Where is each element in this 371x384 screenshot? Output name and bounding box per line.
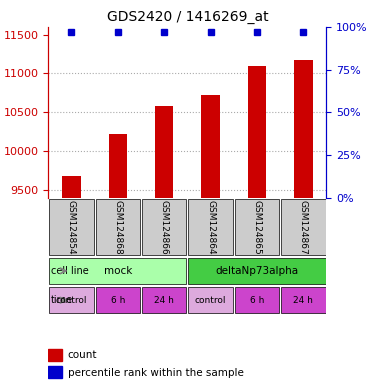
Text: percentile rank within the sample: percentile rank within the sample <box>68 367 244 377</box>
Bar <box>155 106 174 197</box>
FancyBboxPatch shape <box>49 287 94 313</box>
FancyBboxPatch shape <box>188 199 233 255</box>
Text: 24 h: 24 h <box>154 296 174 305</box>
FancyBboxPatch shape <box>281 199 326 255</box>
Text: 24 h: 24 h <box>293 296 313 305</box>
Bar <box>294 60 312 197</box>
Text: 6 h: 6 h <box>111 296 125 305</box>
Text: GSM124854: GSM124854 <box>67 200 76 254</box>
FancyBboxPatch shape <box>188 287 233 313</box>
Text: mock: mock <box>104 266 132 276</box>
FancyBboxPatch shape <box>49 199 94 255</box>
FancyBboxPatch shape <box>235 199 279 255</box>
Text: GSM124866: GSM124866 <box>160 200 169 254</box>
Text: count: count <box>68 350 97 360</box>
Bar <box>248 66 266 197</box>
Text: deltaNp73alpha: deltaNp73alpha <box>215 266 299 276</box>
Text: 6 h: 6 h <box>250 296 264 305</box>
Text: control: control <box>195 296 226 305</box>
Text: control: control <box>56 296 87 305</box>
FancyBboxPatch shape <box>96 199 140 255</box>
FancyBboxPatch shape <box>281 287 326 313</box>
FancyBboxPatch shape <box>235 287 279 313</box>
FancyBboxPatch shape <box>188 258 326 284</box>
Text: GSM124864: GSM124864 <box>206 200 215 254</box>
Title: GDS2420 / 1416269_at: GDS2420 / 1416269_at <box>106 10 268 25</box>
Bar <box>62 176 81 197</box>
Text: GSM124865: GSM124865 <box>252 200 262 254</box>
FancyBboxPatch shape <box>142 199 187 255</box>
Bar <box>48 349 62 361</box>
Bar <box>109 134 127 197</box>
Text: cell line: cell line <box>50 266 88 276</box>
Bar <box>48 366 62 379</box>
Text: time: time <box>50 295 73 305</box>
Bar <box>201 95 220 197</box>
Text: GSM124868: GSM124868 <box>113 200 122 254</box>
FancyBboxPatch shape <box>49 258 187 284</box>
FancyBboxPatch shape <box>142 287 187 313</box>
Text: GSM124867: GSM124867 <box>299 200 308 254</box>
FancyBboxPatch shape <box>96 287 140 313</box>
